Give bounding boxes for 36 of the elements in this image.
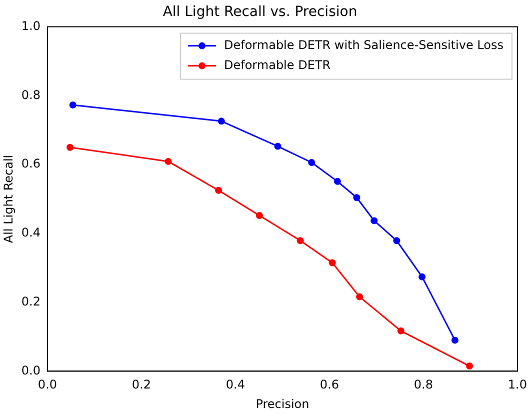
y-tick-label: 0.6 <box>21 156 40 171</box>
point <box>69 101 76 108</box>
point <box>356 293 364 300</box>
point <box>370 217 378 224</box>
x-tick-label: 1.0 <box>508 378 528 392</box>
x-tick-label: 0.0 <box>38 378 58 392</box>
legend-label: Deformable DETR <box>224 58 331 72</box>
legend-label: Deformable DETR with Salience-Sensitive Loss <box>224 38 504 52</box>
point <box>418 273 426 280</box>
y-tick-label: 0.0 <box>21 363 40 378</box>
point <box>296 237 304 244</box>
y-tick-label: 0.4 <box>21 226 40 240</box>
point <box>334 178 341 185</box>
point <box>256 212 263 220</box>
y-tick-label: 0.2 <box>21 294 40 308</box>
y-axis-title: All Light Recall <box>1 154 16 244</box>
point <box>328 259 336 266</box>
point <box>164 158 172 165</box>
x-tick-label: 0.6 <box>320 378 340 392</box>
point <box>274 142 282 150</box>
point <box>66 144 74 151</box>
x-tick-label: 0.8 <box>414 378 434 392</box>
point <box>397 327 404 334</box>
point <box>451 336 458 344</box>
point <box>353 194 360 202</box>
chart-title: All Light Recall vs. Precision <box>162 4 358 20</box>
y-tick-label: 1.0 <box>21 18 40 33</box>
point <box>308 158 316 166</box>
point <box>466 362 474 370</box>
y-tick-label: 0.8 <box>21 88 40 102</box>
x-tick-label: 0.4 <box>226 378 246 392</box>
point <box>215 186 222 194</box>
point <box>218 118 225 125</box>
point <box>393 237 400 244</box>
x-axis-title: Precision <box>256 396 310 411</box>
x-tick-label: 0.2 <box>132 378 152 392</box>
